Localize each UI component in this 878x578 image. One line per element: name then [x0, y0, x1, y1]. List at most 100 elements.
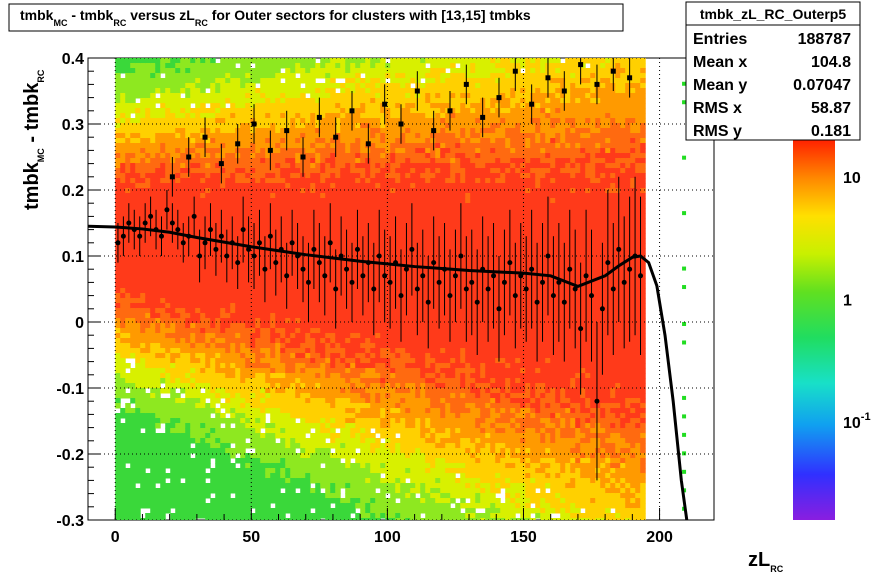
heatmap-cell — [340, 213, 346, 219]
heatmap-cell — [365, 358, 371, 364]
heatmap-cell — [360, 188, 366, 194]
heatmap-cell — [115, 163, 121, 169]
heatmap-cell — [215, 458, 221, 464]
heatmap-cell — [180, 453, 186, 459]
heatmap-cell — [280, 433, 286, 439]
heatmap-cell — [325, 258, 331, 264]
heatmap-cell — [285, 433, 291, 439]
heatmap-cell — [185, 493, 191, 499]
heatmap-cell — [335, 433, 341, 439]
heatmap-cell — [230, 228, 236, 234]
heatmap-cell — [140, 248, 146, 254]
heatmap-cell — [135, 328, 141, 334]
heatmap-cell — [185, 448, 191, 454]
heatmap-cell — [285, 493, 291, 499]
heatmap-cell — [145, 473, 151, 479]
heatmap-cell — [305, 193, 311, 199]
heatmap-cell — [350, 233, 356, 239]
heatmap-cell — [345, 273, 351, 279]
heatmap-cell — [270, 418, 276, 424]
heatmap-cell — [160, 513, 166, 519]
heatmap-cell — [355, 98, 361, 104]
heatmap-cell — [160, 88, 166, 94]
heatmap-cell — [190, 113, 196, 119]
heatmap-cell — [235, 233, 241, 239]
heatmap-cell — [360, 368, 366, 374]
heatmap-cell — [250, 493, 256, 499]
heatmap-cell — [355, 413, 361, 419]
heatmap-cell — [225, 258, 231, 264]
heatmap-cell — [260, 283, 266, 289]
heatmap-cell — [160, 268, 166, 274]
heatmap-cell — [200, 263, 206, 269]
heatmap-cell — [260, 293, 266, 299]
heatmap-cell — [365, 178, 371, 184]
heatmap-cell — [130, 103, 136, 109]
heatmap-cell — [280, 63, 286, 69]
heatmap-cell — [310, 318, 316, 324]
heatmap-cell — [355, 383, 361, 389]
heatmap-cell — [320, 438, 326, 444]
heatmap-cell — [275, 98, 281, 104]
heatmap-cell — [250, 333, 256, 339]
heatmap-cell — [250, 103, 256, 109]
heatmap-cell — [360, 488, 366, 494]
heatmap-cell — [375, 228, 381, 234]
heatmap-cell — [355, 103, 361, 109]
heatmap-cell — [210, 448, 216, 454]
heatmap-cell — [240, 178, 246, 184]
heatmap-cell — [125, 468, 131, 474]
heatmap-cell — [235, 383, 241, 389]
heatmap-cell — [200, 458, 206, 464]
heatmap-cell — [205, 428, 211, 434]
heatmap-cell — [275, 288, 281, 294]
heatmap-cell — [170, 363, 176, 369]
heatmap-cell — [140, 233, 146, 239]
heatmap-cell — [340, 343, 346, 349]
heatmap-cell — [240, 323, 246, 329]
heatmap-cell — [120, 128, 126, 134]
heatmap-cell — [270, 498, 276, 504]
heatmap-cell — [240, 373, 246, 379]
heatmap-cell — [130, 323, 136, 329]
heatmap-cell — [215, 313, 221, 319]
heatmap-cell — [335, 378, 341, 384]
heatmap-cell — [225, 403, 231, 409]
heatmap-cell — [260, 103, 266, 109]
heatmap-cell — [240, 463, 246, 469]
heatmap-cell — [330, 333, 336, 339]
heatmap-cell — [290, 93, 296, 99]
heatmap-cell — [215, 518, 221, 520]
heatmap-cell — [310, 93, 316, 99]
heatmap-cell — [145, 298, 151, 304]
heatmap-cell — [355, 83, 361, 89]
heatmap-cell — [265, 403, 271, 409]
heatmap-cell — [170, 313, 176, 319]
heatmap-cell — [170, 143, 176, 149]
heatmap-cell — [280, 338, 286, 344]
heatmap-cell — [375, 328, 381, 334]
heatmap-cell — [130, 423, 136, 429]
heatmap-cell — [240, 58, 246, 64]
heatmap-cell — [350, 378, 356, 384]
heatmap-cell — [265, 183, 271, 189]
heatmap-cell — [265, 298, 271, 304]
heatmap-cell — [180, 413, 186, 419]
heatmap-cell — [170, 203, 176, 209]
heatmap-cell — [325, 273, 331, 279]
heatmap-cell — [115, 288, 121, 294]
heatmap-cell — [120, 478, 126, 484]
heatmap-cell — [195, 433, 201, 439]
heatmap-cell — [285, 258, 291, 264]
heatmap-cell — [305, 198, 311, 204]
heatmap-cell — [215, 328, 221, 334]
heatmap-cell — [360, 383, 366, 389]
heatmap-cell — [365, 428, 371, 434]
heatmap-cell — [290, 488, 296, 494]
heatmap-cell — [260, 213, 266, 219]
heatmap-cell — [265, 358, 271, 364]
heatmap-cell — [280, 503, 286, 509]
heatmap-cell — [250, 488, 256, 494]
heatmap-cell — [180, 388, 186, 394]
heatmap-cell — [165, 378, 171, 384]
